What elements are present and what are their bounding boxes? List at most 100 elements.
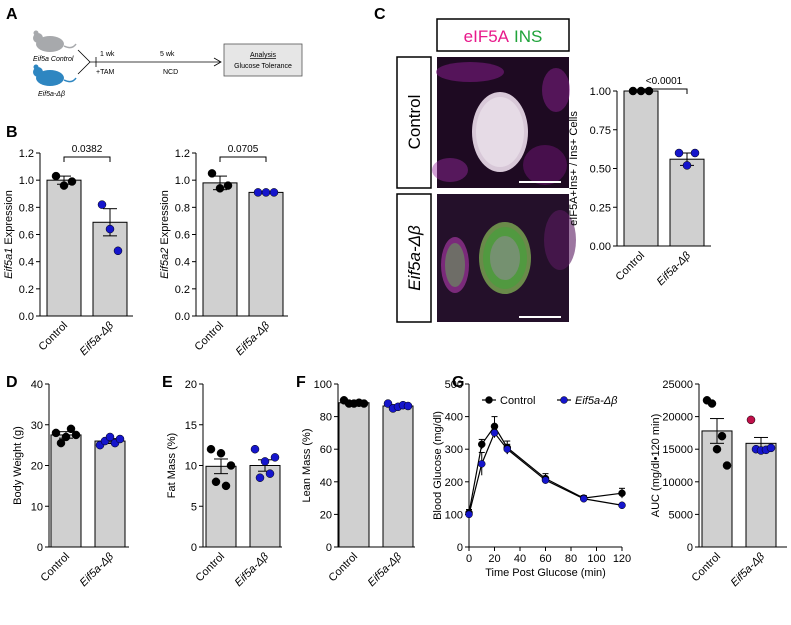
bar <box>338 402 370 548</box>
data-point <box>216 449 226 458</box>
y-axis-label: Fat Mass (%) <box>166 433 178 498</box>
x-tick-label: 60 <box>539 553 551 565</box>
bar <box>202 182 238 317</box>
data-point <box>113 246 123 256</box>
y-tick-label: 100 <box>445 509 463 521</box>
data-point <box>97 200 107 209</box>
data-point <box>707 399 717 408</box>
y-tick-label: 100 <box>314 379 332 391</box>
data-point <box>66 424 76 434</box>
data-point <box>211 477 221 487</box>
data-point <box>746 415 756 425</box>
row-label-box-ko <box>396 193 432 323</box>
bar <box>745 442 777 548</box>
data-point <box>712 444 722 454</box>
x-tick-label: 40 <box>514 553 526 565</box>
data-point <box>478 460 486 468</box>
panel-letter-g: G <box>452 374 464 391</box>
chart-b1: 0.0 0.2 0.4 0.6 0.8 1.0 1.2 Eif5a1 Expression Co… <box>3 144 133 358</box>
data-point <box>682 161 692 170</box>
y-tick-label: 40 <box>320 477 332 489</box>
panel-letter-c: C <box>374 6 386 23</box>
x-tick-label: Control <box>37 320 71 354</box>
x-tick-label: Eif5a-Δβ <box>234 319 273 358</box>
y-axis-label: Body Weight (g) <box>12 426 24 505</box>
data-point <box>541 476 550 484</box>
step2-bottom: NCD <box>163 69 178 76</box>
chart-g1: 0 100 200 300 400 500 Blood Glucose (mg/dl) 0 20… <box>432 379 631 579</box>
data-point <box>255 473 265 482</box>
data-point <box>766 443 776 453</box>
y-tick-label: 0.8 <box>175 202 190 214</box>
data-point <box>206 444 216 454</box>
bar <box>46 179 82 317</box>
data-point <box>690 148 700 158</box>
stain-title-ins: INS <box>514 27 542 46</box>
panel-letter-b: B <box>6 124 18 141</box>
step2-top: 5 wk <box>160 51 175 58</box>
x-tick-label: Eif5a-Δβ <box>366 550 405 589</box>
panel-letter-a: A <box>6 6 18 23</box>
data-point <box>490 429 499 437</box>
x-tick-label: 0 <box>466 553 472 565</box>
stain-title-box <box>436 18 570 52</box>
data-point <box>270 453 280 462</box>
y-tick-label: 0 <box>191 542 197 554</box>
x-tick-label: Control <box>327 551 361 585</box>
data-point <box>207 169 217 178</box>
bar <box>92 221 128 317</box>
data-point <box>478 440 486 449</box>
y-tick-label: 0.2 <box>175 284 190 296</box>
y-tick-label: 0.4 <box>19 257 34 269</box>
y-tick-label: 1.0 <box>175 175 190 187</box>
data-point <box>56 438 66 448</box>
y-tick-label: 0.6 <box>175 230 190 242</box>
y-axis-label: eIF5A+Ins+ / Ins+ Cells <box>568 111 580 226</box>
bar <box>623 90 659 247</box>
y-tick-label: 0.00 <box>590 241 611 253</box>
y-tick-label: 60 <box>320 444 332 456</box>
y-tick-label: 0.75 <box>590 125 611 137</box>
y-tick-label: 10000 <box>662 477 693 489</box>
y-tick-label: 1.00 <box>590 86 611 98</box>
merge-lines <box>77 49 91 75</box>
legend-marker <box>560 396 568 404</box>
y-axis-label-gene: Eif5a2 <box>159 248 171 279</box>
x-tick-label: Eif5a-Δβ <box>233 550 272 589</box>
chart-f: 0 20 40 60 80 100 Lean Mass (%) Control Eif5a-Δβ <box>301 379 415 589</box>
significance-bracket <box>640 88 688 94</box>
data-point <box>61 432 71 442</box>
data-point <box>618 501 626 510</box>
data-point <box>221 481 231 491</box>
control-mouse-label: Eif5a Control <box>33 56 74 63</box>
y-axis-label-rest: Expression <box>159 190 171 247</box>
legend: Control Eif5a-Δβ <box>482 395 618 407</box>
chart-c: 0.00 0.25 0.50 0.75 1.00 eIF5A+Ins+ / Ins+ Ce… <box>568 76 711 288</box>
data-point <box>51 171 61 181</box>
bar <box>382 405 414 548</box>
y-axis-label: AUC (mg/dl•120 min) <box>650 414 662 518</box>
data-point <box>269 188 279 197</box>
data-point <box>71 430 81 440</box>
data-point <box>226 461 236 470</box>
y-tick-label: 15 <box>185 420 197 432</box>
data-point <box>722 461 732 470</box>
y-axis-label: Eif5a2 Expression <box>159 190 171 279</box>
x-tick-label: 80 <box>565 553 577 565</box>
data-point <box>580 495 588 503</box>
data-point <box>465 510 473 519</box>
y-tick-label: 400 <box>445 412 463 424</box>
chart-e: 0 5 10 15 20 Fat Mass (%) Control Eif5a-Δβ <box>166 379 282 589</box>
x-axis-label: Time Post Glucose (min) <box>485 567 606 579</box>
y-tick-label: 40 <box>31 379 43 391</box>
data-point <box>265 469 275 478</box>
control-mouse-icon <box>33 30 77 52</box>
data-point <box>674 148 684 158</box>
micrograph-ko <box>437 194 576 322</box>
x-tick-label: Eif5a-Δβ <box>78 319 117 358</box>
data-point <box>403 401 413 411</box>
data-point <box>115 434 125 444</box>
data-point <box>105 432 115 442</box>
data-point <box>250 444 260 454</box>
y-tick-label: 0.50 <box>590 164 611 176</box>
